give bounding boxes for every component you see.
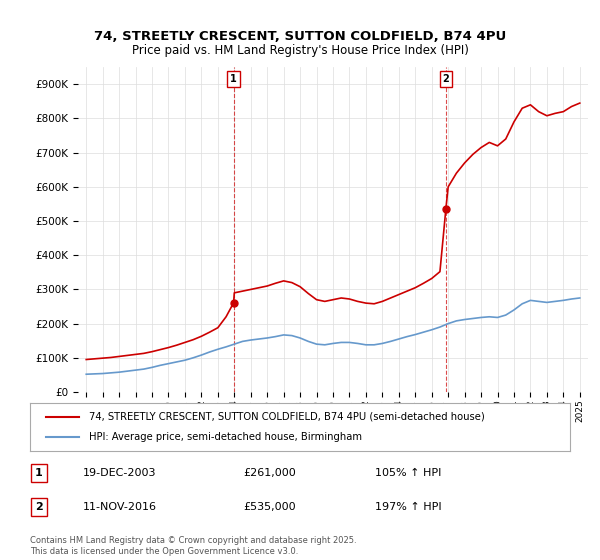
- Text: 1: 1: [230, 74, 237, 84]
- Text: 11-NOV-2016: 11-NOV-2016: [83, 502, 157, 512]
- Text: 105% ↑ HPI: 105% ↑ HPI: [375, 468, 441, 478]
- Text: Contains HM Land Registry data © Crown copyright and database right 2025.
This d: Contains HM Land Registry data © Crown c…: [30, 536, 356, 556]
- Text: 1: 1: [35, 468, 43, 478]
- Text: £261,000: £261,000: [244, 468, 296, 478]
- Text: 2: 2: [442, 74, 449, 84]
- Text: 74, STREETLY CRESCENT, SUTTON COLDFIELD, B74 4PU (semi-detached house): 74, STREETLY CRESCENT, SUTTON COLDFIELD,…: [89, 412, 485, 422]
- Text: Price paid vs. HM Land Registry's House Price Index (HPI): Price paid vs. HM Land Registry's House …: [131, 44, 469, 57]
- Text: 197% ↑ HPI: 197% ↑ HPI: [374, 502, 442, 512]
- Text: 2: 2: [35, 502, 43, 512]
- Text: 74, STREETLY CRESCENT, SUTTON COLDFIELD, B74 4PU: 74, STREETLY CRESCENT, SUTTON COLDFIELD,…: [94, 30, 506, 43]
- Text: £535,000: £535,000: [244, 502, 296, 512]
- Text: HPI: Average price, semi-detached house, Birmingham: HPI: Average price, semi-detached house,…: [89, 432, 362, 442]
- Text: 19-DEC-2003: 19-DEC-2003: [83, 468, 157, 478]
